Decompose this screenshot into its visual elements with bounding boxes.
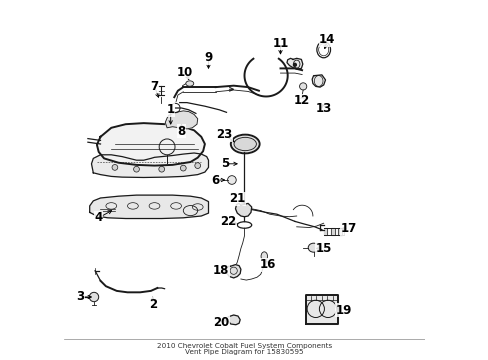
Polygon shape (311, 75, 325, 87)
Circle shape (227, 176, 236, 184)
Text: 6: 6 (211, 174, 220, 186)
Polygon shape (286, 58, 302, 69)
Text: 3: 3 (77, 291, 84, 303)
Ellipse shape (307, 243, 318, 252)
Polygon shape (91, 153, 208, 177)
Text: 4: 4 (94, 211, 102, 224)
Text: 21: 21 (229, 192, 245, 205)
Polygon shape (305, 295, 337, 324)
Text: 22: 22 (220, 215, 236, 228)
Text: 11: 11 (272, 37, 288, 50)
Polygon shape (330, 228, 334, 235)
Polygon shape (89, 195, 208, 219)
Text: 16: 16 (259, 258, 276, 271)
Text: 5: 5 (220, 157, 228, 170)
Ellipse shape (232, 136, 258, 152)
Text: 19: 19 (335, 304, 351, 317)
Text: 20: 20 (213, 316, 229, 329)
Text: 1: 1 (166, 103, 174, 116)
Text: Vent Pipe Diagram for 15830595: Vent Pipe Diagram for 15830595 (185, 349, 303, 355)
Circle shape (159, 166, 164, 172)
Polygon shape (235, 203, 251, 217)
Text: 17: 17 (340, 222, 356, 235)
Text: 12: 12 (293, 94, 309, 107)
Polygon shape (323, 228, 326, 235)
Polygon shape (228, 315, 240, 325)
Circle shape (299, 83, 306, 90)
Ellipse shape (261, 252, 267, 261)
Text: 7: 7 (150, 80, 158, 93)
Text: 14: 14 (319, 33, 335, 46)
Polygon shape (165, 111, 197, 129)
Ellipse shape (185, 81, 193, 86)
Text: 8: 8 (177, 125, 185, 138)
Polygon shape (337, 228, 341, 235)
Polygon shape (97, 123, 204, 166)
Polygon shape (225, 265, 241, 278)
Text: 23: 23 (216, 129, 232, 141)
Text: 2010 Chevrolet Cobalt Fuel System Components: 2010 Chevrolet Cobalt Fuel System Compon… (157, 343, 331, 349)
Circle shape (89, 292, 99, 302)
Circle shape (133, 166, 139, 172)
Text: 13: 13 (315, 102, 331, 114)
Text: 18: 18 (212, 264, 229, 277)
Circle shape (112, 165, 118, 170)
Text: 9: 9 (204, 51, 212, 64)
Circle shape (180, 165, 186, 171)
Text: 2: 2 (148, 298, 157, 311)
Circle shape (194, 163, 200, 168)
Text: 15: 15 (315, 242, 331, 255)
Text: 10: 10 (177, 66, 193, 78)
Circle shape (293, 63, 296, 66)
